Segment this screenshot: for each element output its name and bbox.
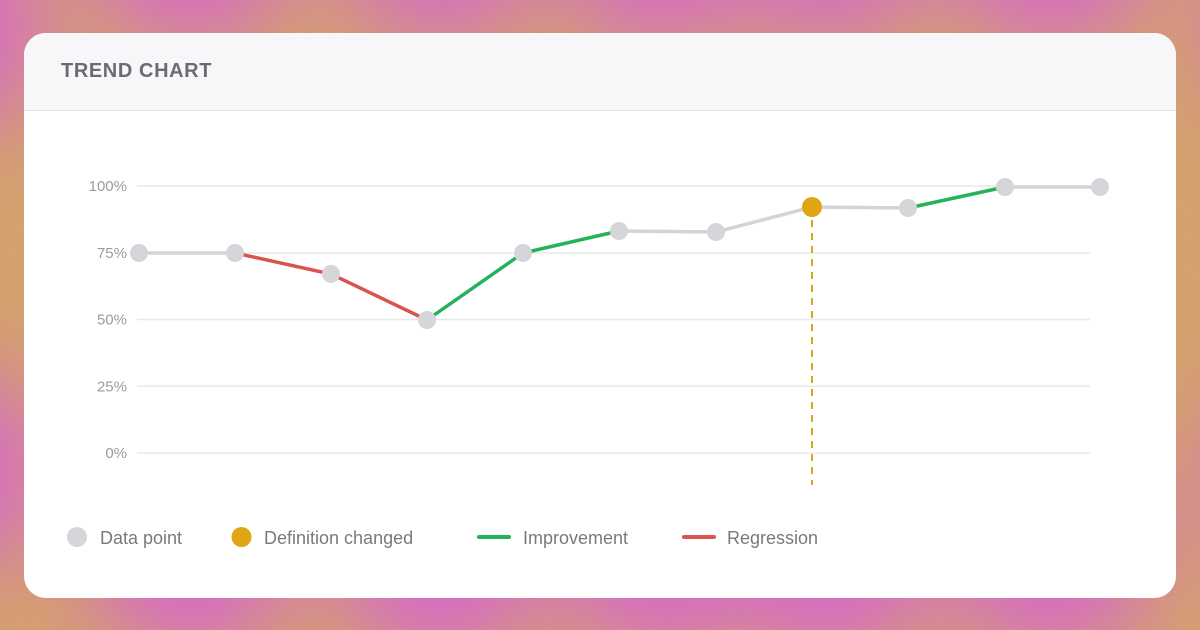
svg-text:Improvement: Improvement	[523, 528, 628, 548]
svg-text:Data point: Data point	[100, 528, 182, 548]
svg-text:Definition changed: Definition changed	[264, 528, 413, 548]
svg-text:Regression: Regression	[727, 528, 818, 548]
